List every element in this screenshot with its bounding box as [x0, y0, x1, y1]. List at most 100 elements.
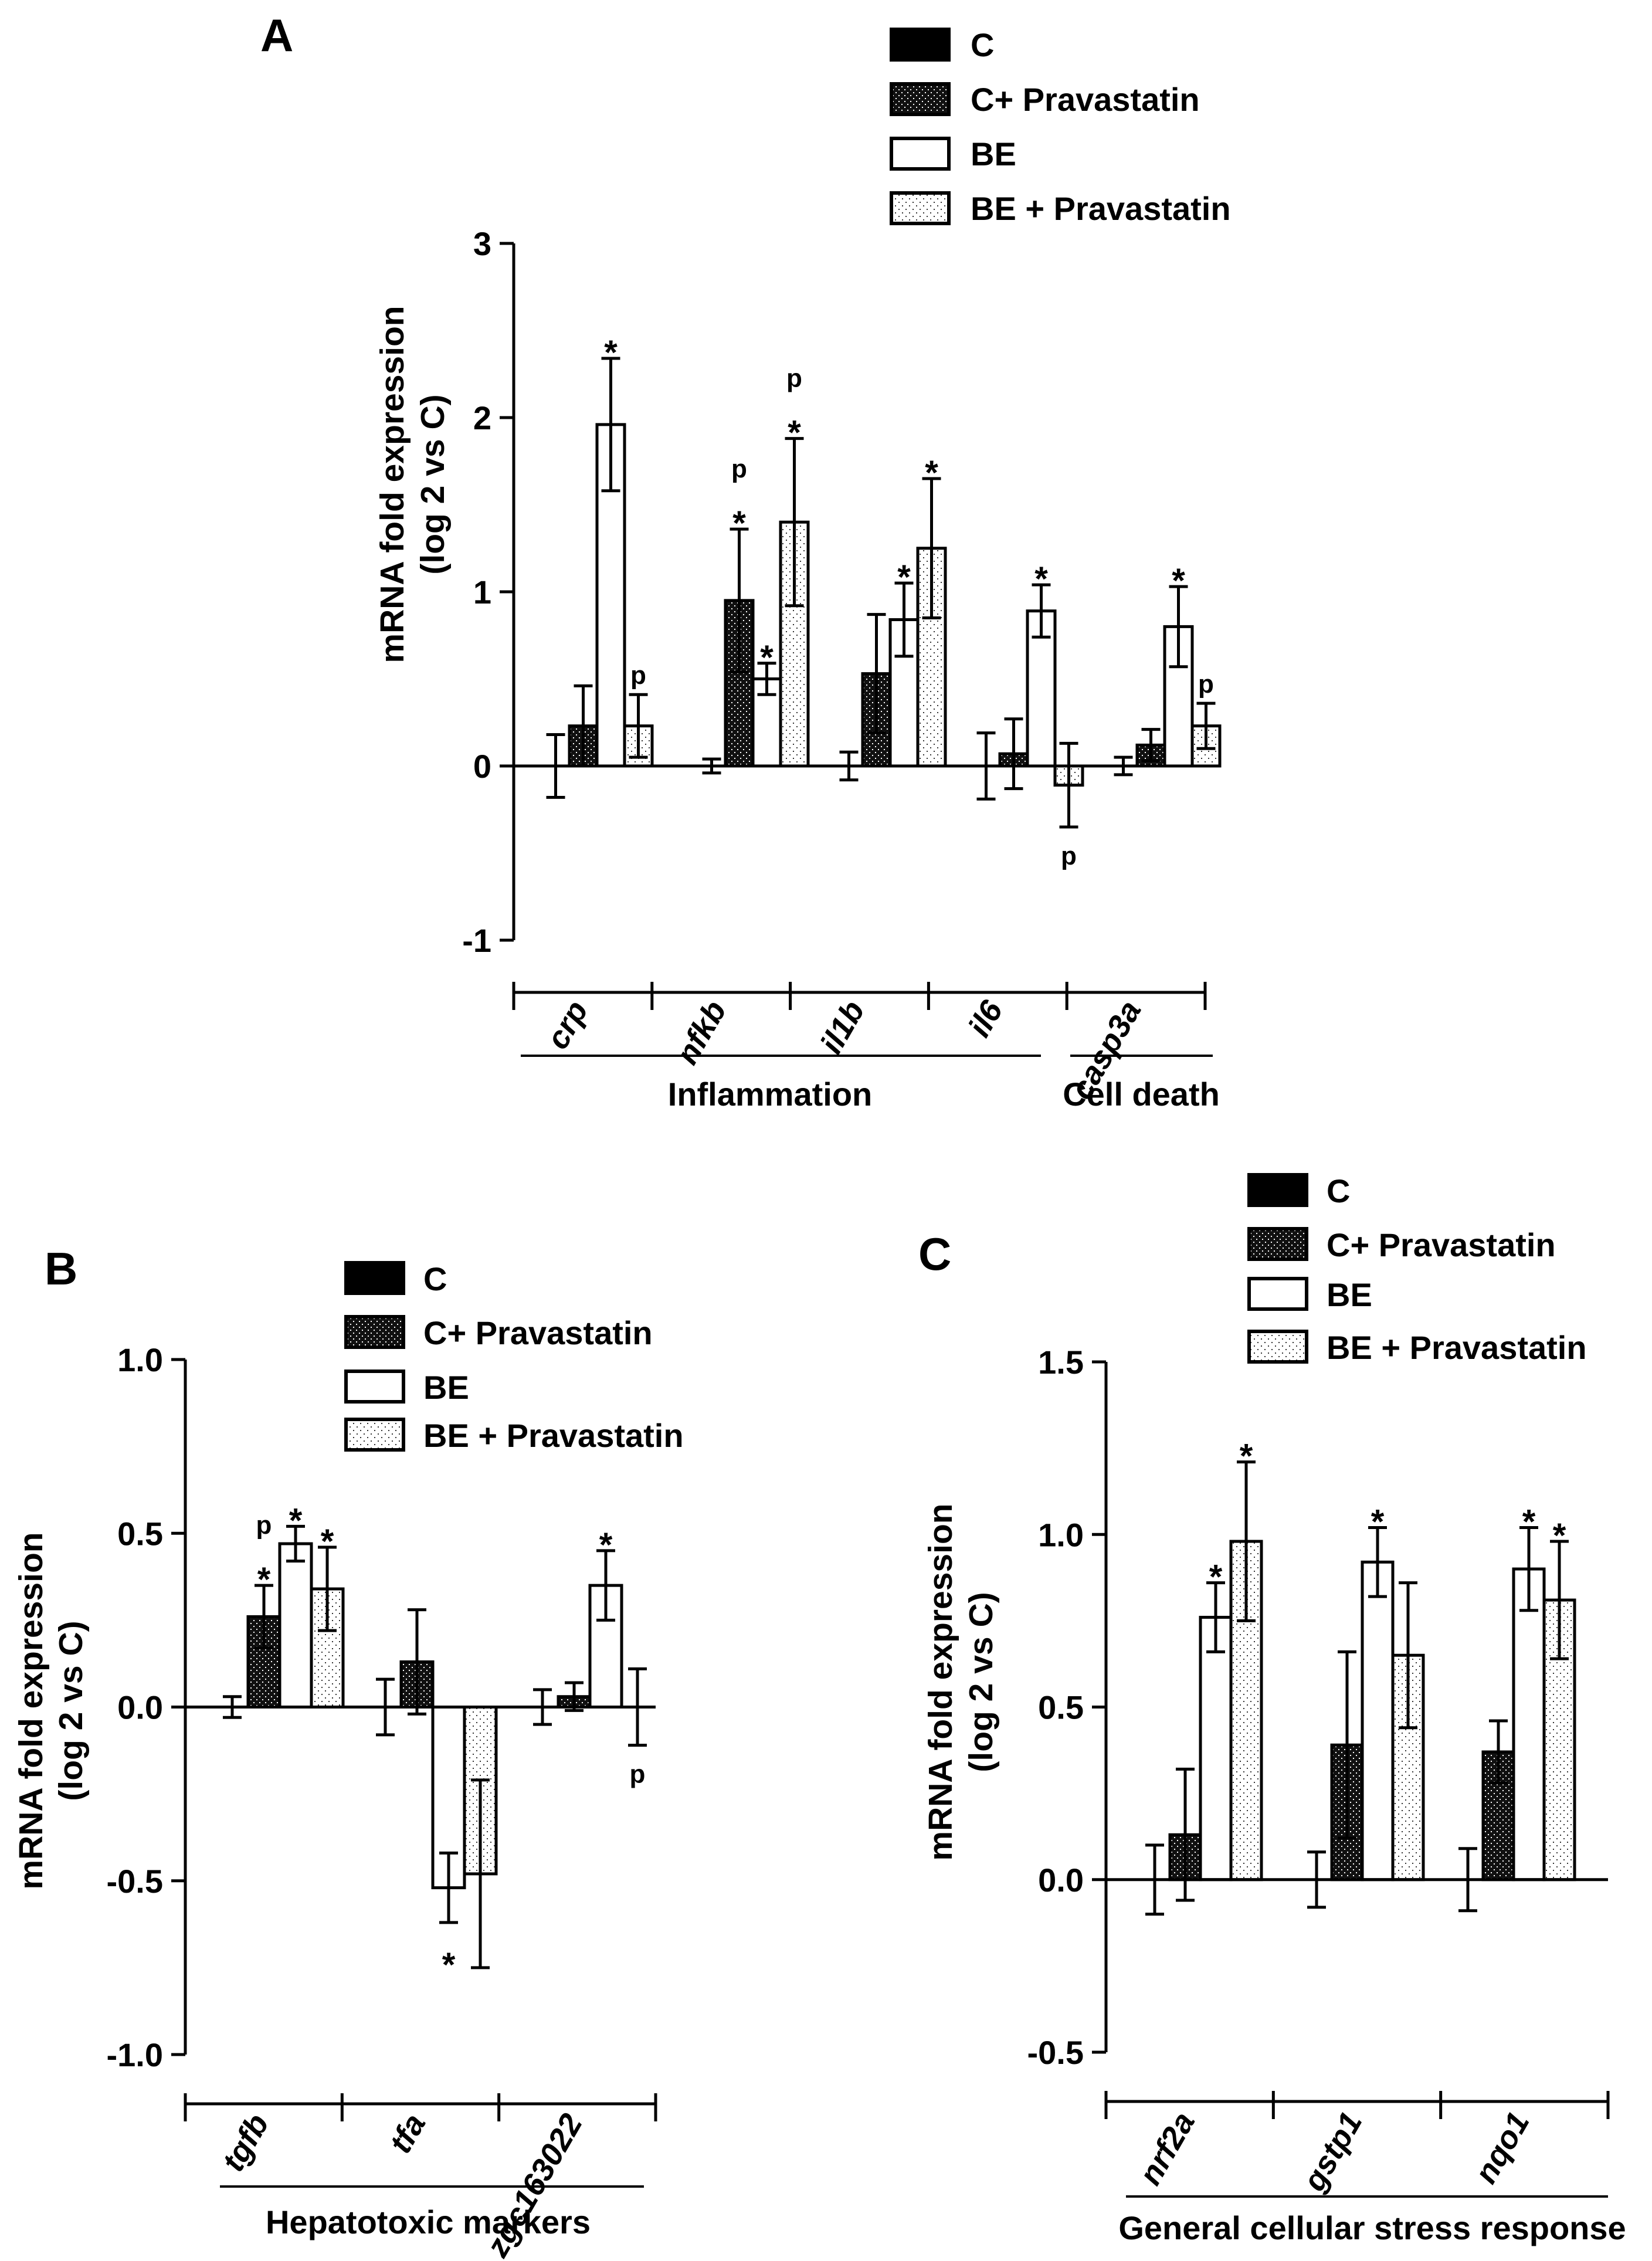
legend-swatch-be-prava	[1247, 1330, 1308, 1364]
panel-c: C C C+ Pravastatin BE BE + Pravastatin m…	[918, 1172, 1626, 2246]
significance-mark: p	[1061, 842, 1077, 870]
legend-label-c: C	[423, 1260, 447, 1297]
y-tick-label: 1.0	[1038, 1516, 1084, 1553]
y-tick-label: 0	[473, 748, 491, 785]
panel-c-letter: C	[918, 1228, 951, 1280]
panel-b-bars	[223, 1524, 647, 1970]
bar-be-gstp1	[1361, 1560, 1395, 1882]
panel-a-groups: Inflammation Cell death	[521, 1055, 1220, 1113]
significance-mark: *	[1522, 1503, 1536, 1541]
panel-a-letter: A	[260, 9, 293, 61]
legend-label-be-prava: BE + Pravastatin	[423, 1417, 684, 1454]
y-tick-label: 0.0	[1038, 1862, 1084, 1899]
significance-mark: p	[731, 455, 747, 483]
legend-label-be-prava: BE + Pravastatin	[971, 190, 1231, 227]
significance-mark: *	[897, 558, 911, 596]
panel-a-annotations: * p p * * p * * * * p * p	[604, 334, 1214, 870]
panel-b-legend: C C+ Pravastatin BE BE + Pravastatin	[344, 1260, 684, 1454]
y-axis-label-line1: mRNA fold expression	[12, 1532, 50, 1889]
panel-b-annotations: p * * * * * p	[256, 1501, 646, 1984]
y-axis-label-line2: (log 2 vs C)	[962, 1592, 1000, 1772]
significance-mark: *	[1553, 1517, 1566, 1555]
panel-c-annotations: * * * * *	[1209, 1438, 1566, 1596]
panel-c-y-ticks: -0.5 0.0 0.5 1.0 1.5	[1027, 1344, 1106, 2071]
bar-be-nrf2a	[1199, 1615, 1233, 1882]
x-category-label: il1b	[813, 995, 871, 1060]
group-label: Hepatotoxic markers	[266, 2204, 591, 2240]
y-axis-label-line2: (log 2 vs C)	[414, 394, 452, 574]
y-tick-label: -0.5	[107, 1863, 164, 1900]
significance-mark: p	[630, 1760, 646, 1789]
legend-swatch-c-prava	[344, 1315, 405, 1349]
legend-label-c: C	[971, 26, 994, 63]
y-tick-label: 0.5	[117, 1515, 163, 1552]
legend-label-c: C	[1327, 1172, 1350, 1209]
legend-swatch-c	[890, 28, 951, 62]
x-category-label: nrf2a	[1132, 2106, 1202, 2191]
legend-label-c-prava: C+ Pravastatin	[971, 81, 1200, 118]
x-category-label: tfa	[382, 2108, 432, 2159]
y-tick-label: 3	[473, 225, 491, 262]
y-tick-label: -1.0	[107, 2036, 164, 2073]
y-tick-label: 1	[473, 574, 491, 611]
legend-label-c-prava: C+ Pravastatin	[423, 1314, 653, 1351]
panel-b: B C C+ Pravastatin BE BE + Pravastatin m…	[12, 1243, 684, 2261]
panel-c-groups: General cellular stress response	[1118, 2195, 1626, 2246]
bar-be-nqo1	[1512, 1567, 1546, 1882]
panel-a-y-ticks: -1 0 1 2 3	[462, 225, 514, 959]
x-category-label: nqo1	[1468, 2106, 1536, 2189]
panel-a-y-axis-label: mRNA fold expression (log 2 vs C)	[374, 306, 452, 663]
significance-mark: *	[442, 1946, 456, 1984]
significance-mark: *	[788, 414, 801, 452]
legend-swatch-c-prava	[890, 82, 951, 116]
panel-c-axes	[1104, 1362, 1610, 2119]
panel-c-y-axis-label: mRNA fold expression (log 2 vs C)	[922, 1503, 1000, 1860]
legend-label-be: BE	[423, 1369, 469, 1406]
legend-swatch-c	[1247, 1173, 1308, 1207]
panel-b-letter: B	[45, 1243, 77, 1294]
y-tick-label: 0.0	[117, 1689, 163, 1726]
significance-mark: *	[1034, 560, 1048, 598]
x-category-label: crp	[540, 995, 595, 1055]
significance-mark: *	[321, 1523, 334, 1561]
significance-mark: *	[925, 454, 938, 492]
legend-swatch-be	[890, 137, 951, 171]
significance-mark: *	[257, 1561, 271, 1599]
panel-b-groups: Hepatotoxic markers	[220, 2185, 644, 2240]
legend-swatch-be	[1247, 1277, 1308, 1311]
panel-c-x-labels: nrf2a gstp1 nqo1	[1132, 2106, 1536, 2198]
legend-label-be: BE	[1327, 1276, 1372, 1313]
significance-mark: *	[1240, 1438, 1253, 1476]
significance-mark: *	[1371, 1503, 1385, 1541]
significance-mark: p	[1198, 670, 1214, 699]
legend-label-c-prava: C+ Pravastatin	[1327, 1226, 1556, 1263]
significance-mark: *	[760, 639, 774, 677]
significance-mark: *	[732, 504, 746, 543]
legend-swatch-be-prava	[890, 191, 951, 225]
y-tick-label: 2	[473, 399, 491, 436]
group-label: Cell death	[1063, 1076, 1220, 1113]
significance-mark: *	[1209, 1558, 1223, 1596]
legend-swatch-c-prava	[1247, 1227, 1308, 1261]
y-axis-label-line2: (log 2 vs C)	[52, 1621, 90, 1801]
bar-be-tgfb	[278, 1542, 313, 1709]
legend-swatch-be-prava	[344, 1418, 405, 1452]
x-category-label: nfkb	[669, 995, 733, 1070]
significance-mark: *	[289, 1501, 303, 1540]
legend-swatch-c	[344, 1261, 405, 1295]
significance-mark: p	[786, 364, 802, 393]
significance-mark: p	[630, 661, 646, 690]
significance-mark: *	[599, 1526, 613, 1564]
legend-label-be-prava: BE + Pravastatin	[1327, 1329, 1587, 1366]
panel-a: A C C+ Pravastatin BE BE + Pravastatin m…	[260, 9, 1231, 1113]
legend-swatch-be	[344, 1370, 405, 1404]
y-tick-label: -0.5	[1027, 2034, 1084, 2071]
panel-a-bars	[546, 357, 1222, 829]
group-label: Inflammation	[668, 1076, 872, 1113]
legend-label-be: BE	[971, 135, 1016, 172]
y-tick-label: -1	[462, 922, 491, 959]
panel-a-axes	[512, 243, 1207, 1010]
y-axis-label-line1: mRNA fold expression	[922, 1503, 959, 1860]
y-tick-label: 1.5	[1038, 1344, 1084, 1381]
significance-mark: *	[604, 334, 618, 372]
